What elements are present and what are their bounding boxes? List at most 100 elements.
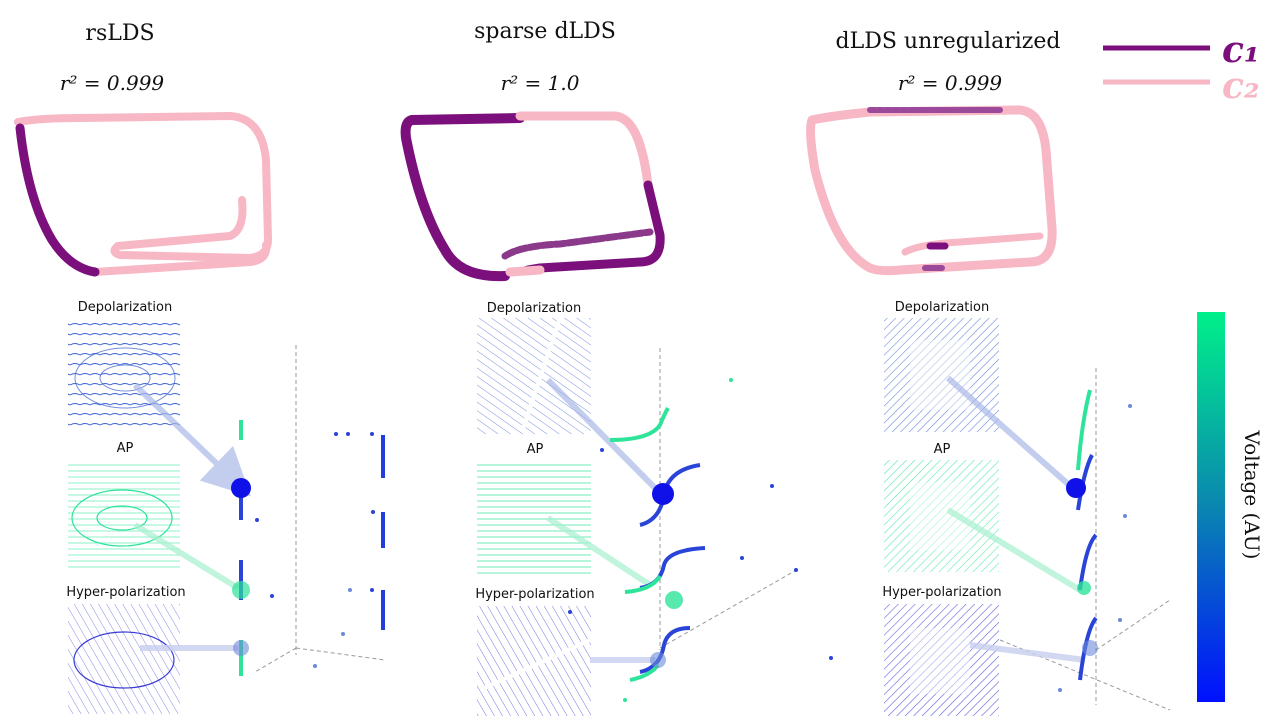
flow-panel-3: Depolarization AP Hyper-polarization [882, 300, 1171, 716]
point-2b [770, 484, 774, 488]
point-2e [829, 656, 833, 660]
point-3d [1058, 688, 1062, 692]
spiral-depolarization-1 [74, 347, 176, 409]
axis-1-depth [295, 647, 386, 661]
point-2f [600, 448, 604, 452]
axis-1-side [254, 647, 297, 673]
trajectory-loop-1 [14, 111, 273, 277]
label-hyperpolarization-3: Hyper-polarization [882, 585, 1001, 600]
point-1j [255, 518, 259, 522]
arrow-depolarization-3 [946, 375, 1070, 487]
label-ap-3: AP [934, 442, 951, 457]
trajectory-loop-2 [400, 111, 665, 282]
point-3c [1118, 618, 1122, 622]
point-3b [1123, 514, 1127, 518]
point-1b [346, 432, 350, 436]
loop-1-c2-segment [14, 111, 273, 263]
colorbar: Voltage (AU) [1197, 312, 1264, 702]
panel-title-2: sparse dLDS [474, 19, 616, 44]
panel-title-1: rsLDS [85, 21, 154, 46]
flowfield-hyperpolarization-3-inner [910, 628, 970, 694]
point-1e [370, 588, 374, 592]
flowfield-2-crack-1 [520, 317, 562, 433]
loop-3-c2-loop [806, 105, 1057, 276]
label-hyperpolarization-2: Hyper-polarization [475, 587, 594, 602]
loop-2-c2-top [515, 111, 653, 190]
point-2g [568, 610, 572, 614]
colorbar-label: Voltage (AU) [1240, 430, 1264, 560]
arrow-depolarization-1 [132, 382, 251, 497]
point-1d [371, 510, 375, 514]
curve-trace-3a [1076, 389, 1092, 471]
fixed-point-depolarization-1 [231, 478, 251, 498]
flowfield-hyperpolarization-1-fill [68, 604, 180, 714]
spiral-depolarization-1-inner [99, 364, 151, 392]
legend-label-c1: c₁ [1222, 29, 1260, 71]
flowfield-hyperpolarization-2 [477, 606, 591, 716]
loop-2-c1-top [400, 113, 525, 282]
flow-panel-1: Depolarization AP Hyper-polarization [66, 300, 386, 714]
panel-title-3: dLDS unregularized [836, 29, 1061, 54]
fixed-point-hyperpolarization-2 [650, 652, 666, 668]
trajectory-loop-3 [806, 105, 1057, 276]
spiral-hyperpolarization-1 [73, 631, 175, 689]
sigmoid-trace-2a [609, 407, 670, 442]
fixed-point-hyperpolarization-3 [1082, 640, 1098, 656]
flowfield-2-crack-2 [479, 638, 591, 692]
flowfield-depolarization-3 [884, 318, 999, 432]
label-depolarization-1: Depolarization [78, 300, 172, 315]
point-1g [341, 632, 345, 636]
point-1h [270, 594, 274, 598]
loop-2-c2-bottom [505, 265, 545, 277]
curve-trace-3d [1078, 616, 1098, 681]
curve-trace-3b [1076, 454, 1094, 511]
panel-r2-3: r² = 0.999 [898, 71, 1003, 95]
axis-2-depth [659, 567, 801, 649]
flowfield-depolarization-2 [477, 318, 591, 434]
label-ap-1: AP [117, 441, 134, 456]
flowfield-hyperpolarization-3 [884, 604, 999, 716]
fixed-point-ap-1 [232, 581, 250, 599]
label-depolarization-3: Depolarization [895, 300, 989, 315]
legend: c₁ c₂ [1103, 29, 1260, 107]
loop-2-c1-inner [501, 228, 654, 260]
point-2a [729, 378, 733, 382]
fixed-point-depolarization-2 [652, 483, 674, 505]
point-2d [794, 568, 798, 572]
point-2c [740, 556, 744, 560]
fixed-point-ap-3 [1077, 581, 1091, 595]
point-2h [623, 698, 627, 702]
point-3a [1128, 404, 1132, 408]
flowfield-ap-1-fill [68, 462, 180, 572]
flowfield-depolarization-3-inner [910, 340, 970, 410]
arrow-ap-3 [946, 507, 1082, 593]
flowfield-ap-2 [477, 462, 591, 574]
axis-3-depth [1095, 599, 1171, 651]
fixed-point-ap-2 [665, 591, 683, 609]
label-depolarization-2: Depolarization [487, 301, 581, 316]
point-1a [334, 432, 338, 436]
flowfield-ap-3 [884, 460, 999, 572]
arrow-ap-2 [546, 515, 652, 588]
panel-r2-2: r² = 1.0 [501, 71, 580, 95]
label-ap-2: AP [527, 442, 544, 457]
panel-r2-1: r² = 0.999 [60, 71, 165, 95]
spiral-ap-1-inner [96, 505, 148, 531]
fixed-point-hyperpolarization-1 [233, 640, 249, 656]
point-1c [370, 432, 374, 436]
label-hyperpolarization-1: Hyper-polarization [66, 585, 185, 600]
point-1f [348, 588, 352, 592]
loop-2-c1-right [521, 180, 665, 276]
point-1i [313, 664, 317, 668]
fixed-point-depolarization-3 [1066, 478, 1086, 498]
arrow-depolarization-2 [545, 377, 658, 491]
arrow-hyperpolarization-3 [969, 642, 1086, 663]
arrow-ap-1 [133, 522, 240, 591]
colorbar-gradient [1197, 312, 1225, 702]
loop-1-c2-upper [91, 241, 271, 276]
sigmoid-trace-2e [624, 574, 662, 594]
loop-3-c2-inner [901, 232, 1044, 256]
flow-panel-2: Depolarization AP Hyper-polarization [475, 301, 833, 716]
spiral-ap-1 [71, 489, 173, 547]
